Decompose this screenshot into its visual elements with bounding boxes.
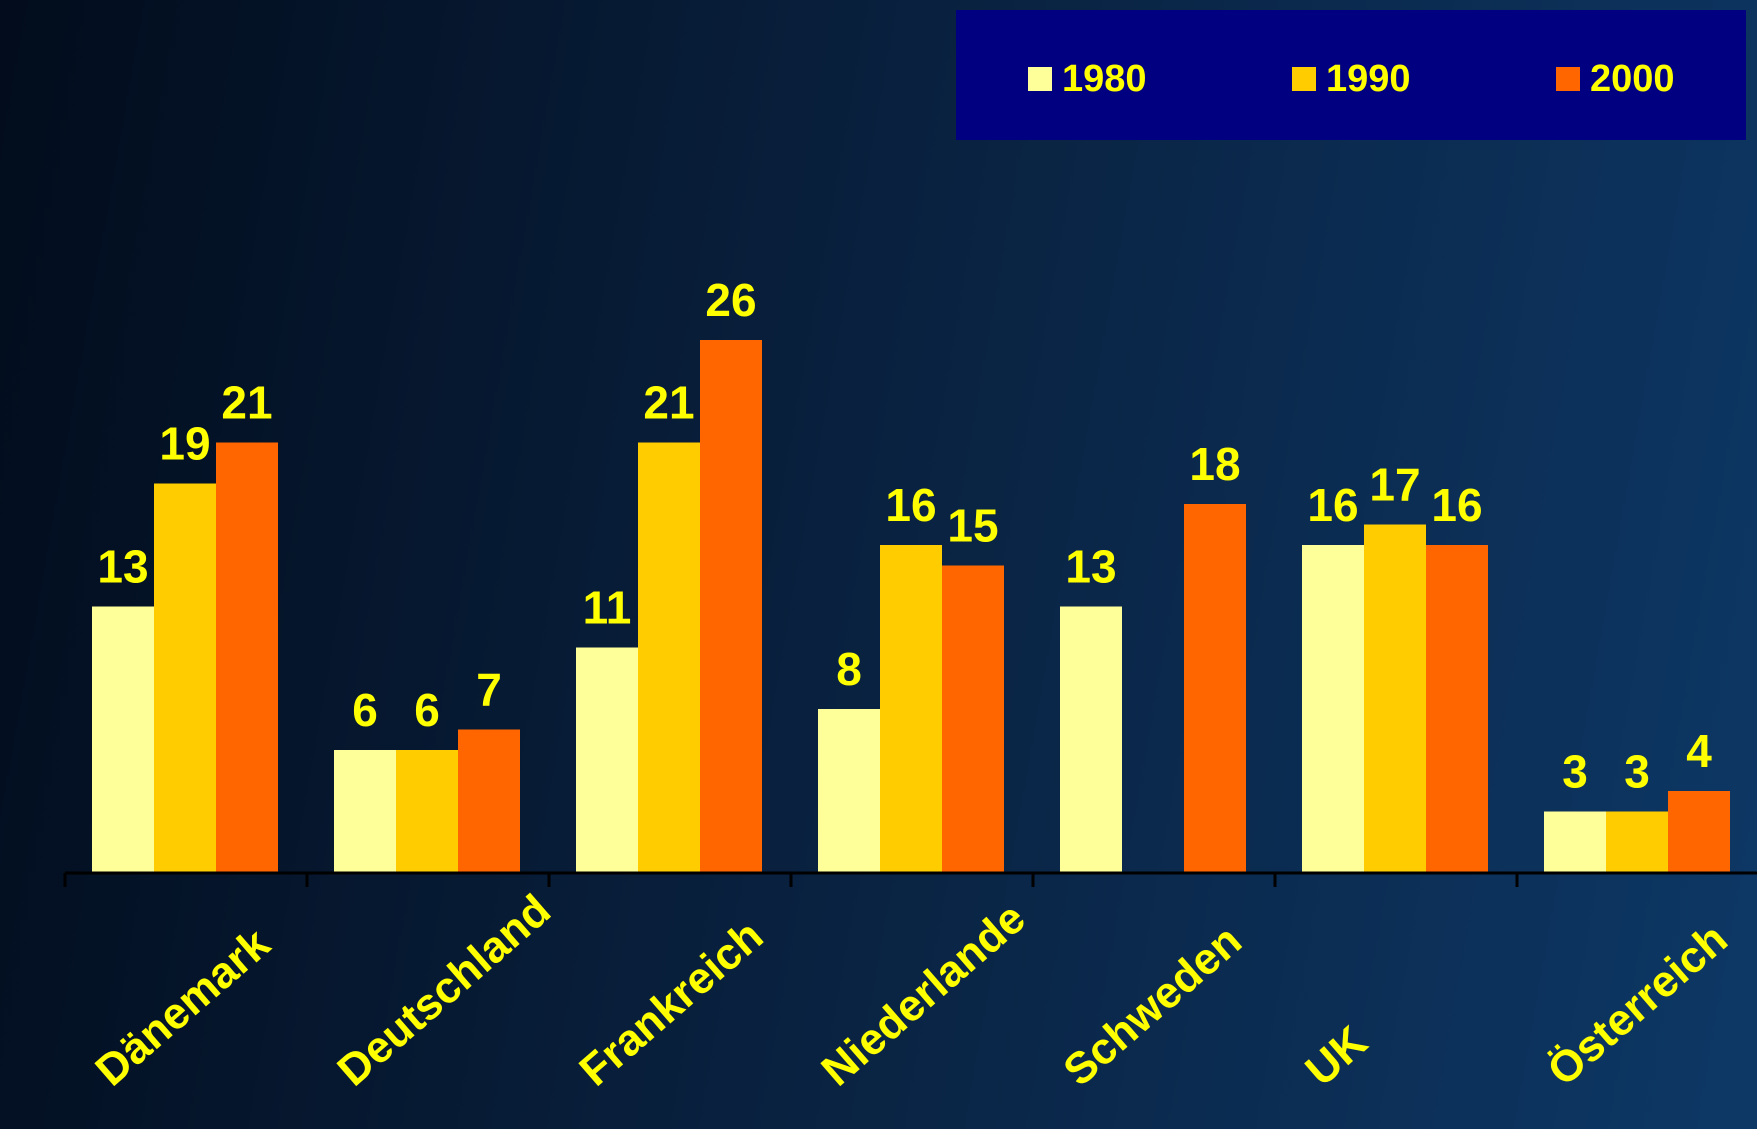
bar-frankreich-2000 — [700, 340, 762, 873]
value-label-frankreich-1990: 21 — [643, 377, 694, 429]
value-label-uk-2000: 16 — [1431, 479, 1482, 531]
value-label-oesterreich-2000: 4 — [1686, 725, 1712, 777]
value-label-schweden-2000: 18 — [1189, 438, 1240, 490]
category-label-deutschland: Deutschland — [328, 885, 559, 1095]
value-label-oesterreich-1990: 3 — [1624, 746, 1650, 798]
value-label-deutschland-1980: 6 — [352, 684, 378, 736]
value-label-frankreich-1980: 11 — [583, 582, 632, 634]
bar-deutschland-2000 — [458, 729, 520, 873]
bar-schweden-2000 — [1184, 504, 1246, 873]
category-label-oesterreich: Österreich — [1538, 914, 1736, 1095]
value-label-niederlande-1980: 8 — [836, 643, 862, 695]
value-label-deutschland-2000: 7 — [476, 664, 502, 716]
legend-swatch-1980 — [1028, 67, 1052, 91]
bar-niederlande-2000 — [942, 565, 1004, 873]
bar-uk-1990 — [1364, 524, 1426, 873]
legend-swatch-1990 — [1292, 67, 1316, 91]
bar-deutschland-1980 — [334, 750, 396, 873]
legend: 1980 1990 2000 — [956, 10, 1746, 140]
category-label-uk: UK — [1296, 1017, 1376, 1096]
bar-uk-1980 — [1302, 545, 1364, 873]
bar-oesterreich-1990 — [1606, 811, 1668, 873]
category-label-schweden: Schweden — [1054, 916, 1250, 1096]
bar-deutschland-1990 — [396, 750, 458, 873]
bar-schweden-1980 — [1060, 606, 1122, 873]
legend-swatch-2000 — [1556, 67, 1580, 91]
bar-oesterreich-1980 — [1544, 811, 1606, 873]
bar-daenemark-1990 — [154, 483, 216, 873]
value-label-daenemark-1980: 13 — [97, 541, 148, 593]
value-label-oesterreich-1980: 3 — [1562, 746, 1588, 798]
legend-box — [956, 10, 1746, 140]
value-label-deutschland-1990: 6 — [414, 684, 440, 736]
value-label-niederlande-2000: 15 — [947, 500, 998, 552]
value-label-frankreich-2000: 26 — [705, 274, 756, 326]
bar-oesterreich-2000 — [1668, 791, 1730, 873]
value-label-schweden-1980: 13 — [1065, 541, 1116, 593]
bars-group — [92, 340, 1730, 873]
bar-frankreich-1990 — [638, 442, 700, 873]
value-label-niederlande-1990: 16 — [885, 479, 936, 531]
bar-daenemark-2000 — [216, 442, 278, 873]
bar-frankreich-1980 — [576, 647, 638, 873]
x-axis — [63, 871, 1757, 887]
category-labels-group: Dänemark Deutschland Frankreich Niederlande… — [86, 885, 1736, 1095]
bar-daenemark-1980 — [92, 606, 154, 873]
value-label-daenemark-1990: 19 — [159, 418, 210, 470]
bar-niederlande-1990 — [880, 545, 942, 873]
bar-uk-2000 — [1426, 545, 1488, 873]
category-label-niederlande: Niederlande — [812, 893, 1034, 1095]
value-label-daenemark-2000: 21 — [221, 377, 272, 429]
legend-label-2000: 2000 — [1590, 58, 1675, 100]
category-label-frankreich: Frankreich — [570, 911, 772, 1096]
value-label-uk-1990: 17 — [1369, 459, 1420, 511]
legend-label-1980: 1980 — [1062, 58, 1147, 100]
category-label-daenemark: Dänemark — [86, 919, 279, 1096]
bar-niederlande-1980 — [818, 709, 880, 873]
legend-label-1990: 1990 — [1326, 58, 1411, 100]
value-label-uk-1980: 16 — [1307, 479, 1358, 531]
